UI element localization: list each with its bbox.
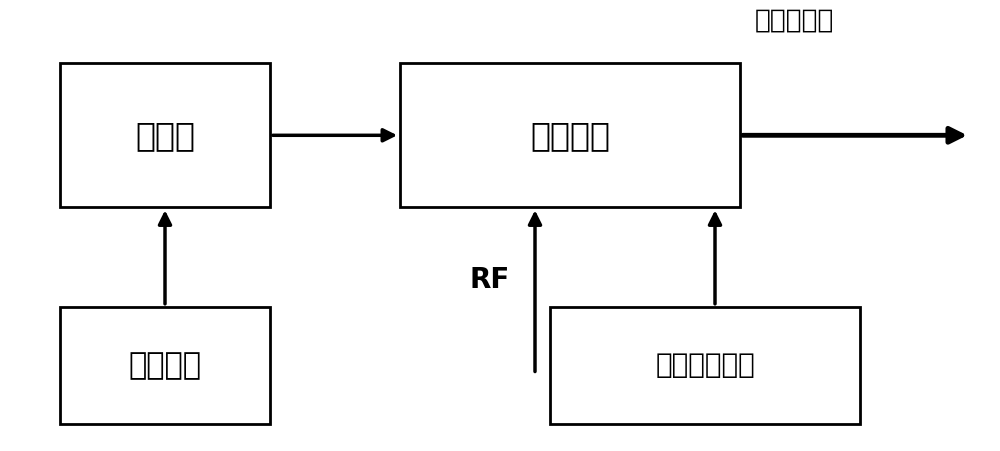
- Text: 调制光信号: 调制光信号: [755, 7, 834, 33]
- Bar: [550, 307, 860, 424]
- Text: 偏置控制电路: 偏置控制电路: [655, 351, 755, 379]
- Text: RF: RF: [470, 266, 510, 294]
- Text: 激光器: 激光器: [135, 119, 195, 152]
- Bar: [60, 63, 270, 207]
- Bar: [400, 63, 740, 207]
- Bar: [60, 307, 270, 424]
- Text: 光调制器: 光调制器: [530, 119, 610, 152]
- Text: 驱动电路: 驱动电路: [128, 351, 201, 380]
